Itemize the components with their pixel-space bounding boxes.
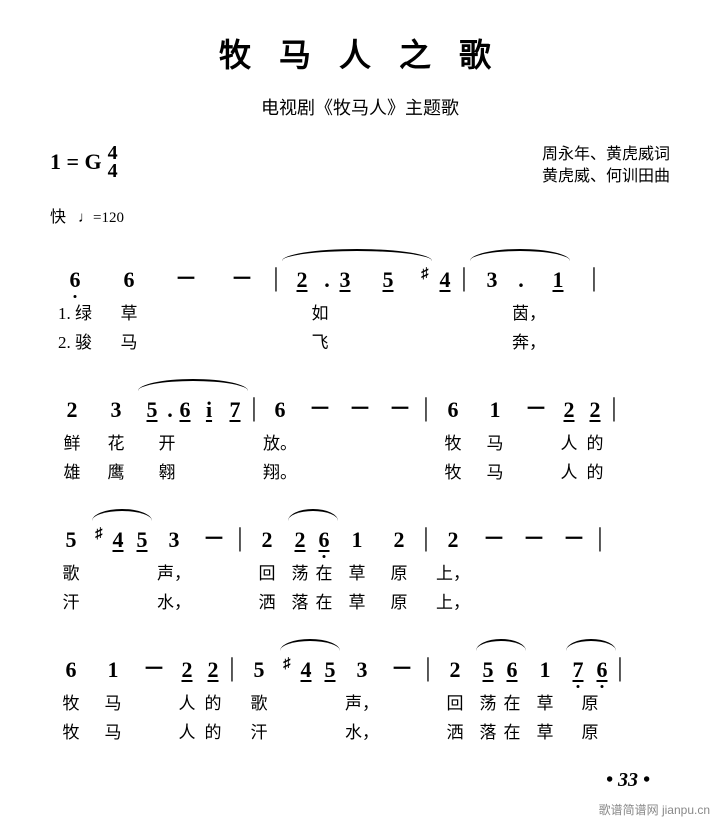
time-sig-den: 4 bbox=[108, 162, 118, 180]
tempo-label: 快 bbox=[50, 209, 66, 226]
page-number: • 33 • bbox=[50, 769, 670, 792]
credits-composer: 黄虎威、何训田曲 bbox=[542, 166, 670, 188]
score: 66－－|2.35♯4|3.1|1. 绿草如茵，2. 骏马飞奔，235.6i7|… bbox=[50, 249, 670, 743]
key-signature: 1 = G 4 4 bbox=[50, 144, 118, 180]
tempo-value: ♩=120 bbox=[78, 210, 124, 226]
key-prefix: 1 = G bbox=[50, 149, 102, 175]
time-signature: 4 4 bbox=[108, 144, 118, 180]
song-title: 牧 马 人 之 歌 bbox=[50, 30, 670, 76]
watermark: 歌谱简谱网 jianpu.cn bbox=[599, 801, 710, 818]
credits-lyricist: 周永年、黄虎威词 bbox=[542, 144, 670, 166]
song-subtitle: 电视剧《牧马人》主题歌 bbox=[50, 94, 670, 120]
credits: 周永年、黄虎威词 黄虎威、何训田曲 bbox=[542, 144, 670, 189]
header-row: 1 = G 4 4 周永年、黄虎威词 黄虎威、何训田曲 bbox=[50, 144, 670, 189]
tempo: 快 ♩=120 bbox=[50, 203, 670, 227]
